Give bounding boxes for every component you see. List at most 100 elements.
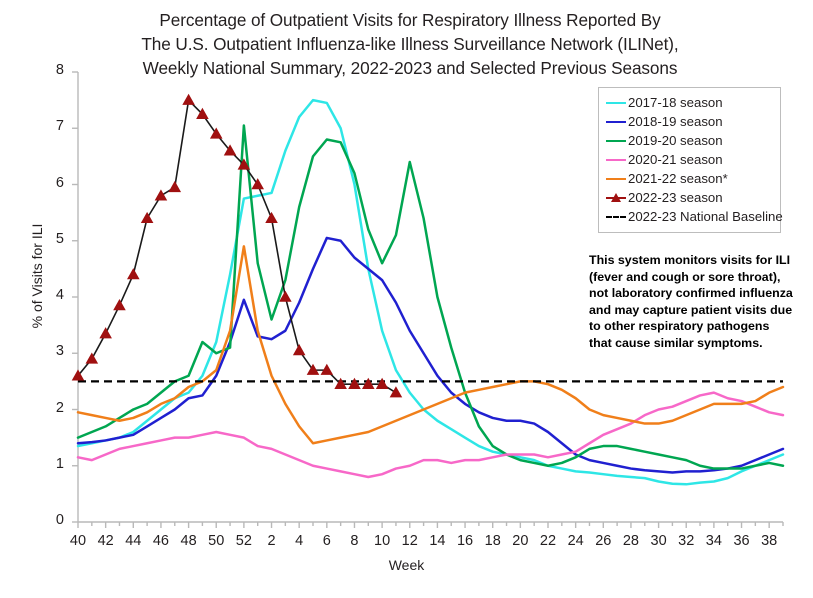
- data-point-marker: [196, 107, 209, 119]
- annotation-note: This system monitors visits for ILI (fev…: [589, 252, 802, 351]
- legend-item-3: 2020-21 season: [605, 150, 774, 169]
- chart-title-line-2: The U.S. Outpatient Influenza-like Illne…: [141, 34, 679, 54]
- legend-swatch-icon: [605, 96, 627, 110]
- note-line-4: and may capture patient visits due: [589, 302, 793, 317]
- note-line-6: that cause similar symptoms.: [589, 335, 763, 350]
- series-line-2020-21-season: [76, 391, 785, 479]
- data-point-marker: [182, 93, 195, 105]
- x-axis-title: Week: [388, 557, 425, 573]
- data-point-marker: [223, 144, 237, 156]
- x-tick-8: 8: [350, 533, 359, 549]
- x-tick-36: 36: [733, 533, 750, 549]
- x-tick-20: 20: [512, 533, 529, 549]
- legend-label: 2022-23 National Baseline: [628, 209, 783, 224]
- legend-item-4: 2021-22 season*: [605, 169, 774, 188]
- legend-swatch-icon: [605, 172, 627, 186]
- note-line-1: This system monitors visits for ILI: [589, 253, 791, 267]
- y-tick-6: 6: [55, 174, 64, 191]
- data-point-marker: [306, 363, 320, 375]
- series-markers-2022-23-season: [71, 93, 403, 398]
- y-tick-1: 1: [55, 455, 64, 472]
- x-tick-12: 12: [401, 533, 418, 549]
- data-point-marker: [237, 158, 251, 170]
- data-point-marker: [362, 377, 375, 389]
- legend-item-0: 2017-18 season: [605, 93, 774, 112]
- data-point-marker: [334, 377, 347, 389]
- series-line-2021-22-season-: [76, 245, 785, 445]
- note-line-5: to other respiratory pathogens: [589, 319, 770, 333]
- y-tick-8: 8: [55, 62, 64, 78]
- x-tick-32: 32: [678, 533, 695, 549]
- data-point-marker: [251, 178, 264, 190]
- data-point-marker: [154, 189, 168, 201]
- x-tick-26: 26: [595, 533, 612, 549]
- series-line-2019-20-season: [76, 124, 785, 470]
- x-tick-44: 44: [125, 533, 142, 549]
- x-tick-48: 48: [180, 533, 197, 549]
- data-point-marker: [320, 363, 334, 375]
- data-point-marker: [265, 211, 278, 224]
- y-tick-4: 4: [55, 287, 64, 303]
- data-point-marker: [292, 344, 306, 356]
- x-tick-30: 30: [650, 533, 667, 549]
- note-line-3: not laboratory confirmed influenza: [589, 286, 793, 300]
- data-point-marker: [71, 369, 85, 381]
- legend-swatch-icon: [605, 134, 627, 148]
- data-point-marker: [279, 290, 292, 302]
- x-tick-16: 16: [456, 533, 474, 549]
- y-tick-7: 7: [55, 118, 64, 135]
- chart-legend: 2017-18 season 2018-19 season 2019-20 seas…: [598, 87, 783, 233]
- x-tick-38: 38: [761, 533, 778, 549]
- legend-item-1: 2018-19 season: [605, 112, 774, 131]
- chart-title-line-3: Weekly National Summary, 2022-2023 and S…: [142, 58, 678, 78]
- series-lines: [76, 98, 785, 486]
- x-tick-34: 34: [705, 533, 722, 549]
- legend-swatch-icon: [605, 210, 627, 224]
- y-tick-5: 5: [55, 230, 64, 247]
- x-tick-10: 10: [374, 533, 391, 549]
- legend-label: 2017-18 season: [628, 95, 723, 110]
- legend-swatch-icon: [605, 153, 627, 167]
- y-axis-ticks: [72, 71, 78, 523]
- legend-item-5: 2022-23 season: [605, 188, 774, 207]
- data-point-marker: [127, 268, 140, 280]
- y-tick-3: 3: [55, 343, 64, 360]
- legend-swatch-icon: [605, 115, 627, 129]
- data-point-marker: [85, 352, 99, 364]
- chart-title-line-1: Percentage of Outpatient Visits for Resp…: [159, 10, 661, 30]
- series-line-2018-19-season: [76, 236, 785, 474]
- data-point-marker: [140, 211, 154, 224]
- x-tick-2: 2: [267, 533, 276, 549]
- note-line-2: (fever and cough or sore throat),: [589, 269, 781, 284]
- x-tick-28: 28: [622, 533, 639, 549]
- x-tick-46: 46: [152, 533, 169, 549]
- x-tick-18: 18: [484, 533, 501, 549]
- x-tick-42: 42: [97, 533, 114, 549]
- x-tick-6: 6: [322, 533, 331, 549]
- x-tick-52: 52: [235, 533, 252, 549]
- y-tick-2: 2: [55, 399, 64, 416]
- data-point-marker: [389, 386, 403, 398]
- legend-item-2: 2019-20 season: [605, 131, 774, 150]
- legend-item-6: 2022-23 National Baseline: [605, 207, 783, 226]
- chart-title: Percentage of Outpatient Visits for Resp…: [40, 8, 780, 80]
- x-tick-22: 22: [539, 533, 557, 549]
- x-tick-50: 50: [208, 533, 225, 549]
- legend-label: 2022-23 season: [628, 190, 723, 205]
- legend-label: 2018-19 season: [628, 114, 723, 129]
- x-tick-4: 4: [295, 533, 304, 549]
- x-tick-14: 14: [429, 533, 446, 549]
- x-tick-24: 24: [567, 533, 584, 549]
- y-tick-0: 0: [55, 512, 64, 528]
- data-point-marker: [99, 327, 112, 339]
- legend-label: 2019-20 season: [628, 133, 723, 148]
- legend-label: 2021-22 season*: [628, 171, 728, 186]
- x-axis-ticks: [77, 522, 784, 528]
- data-point-marker: [168, 180, 182, 193]
- data-point-marker: [113, 299, 126, 311]
- data-point-marker: [209, 127, 223, 139]
- legend-label: 2020-21 season: [628, 152, 723, 167]
- x-tick-40: 40: [69, 533, 87, 549]
